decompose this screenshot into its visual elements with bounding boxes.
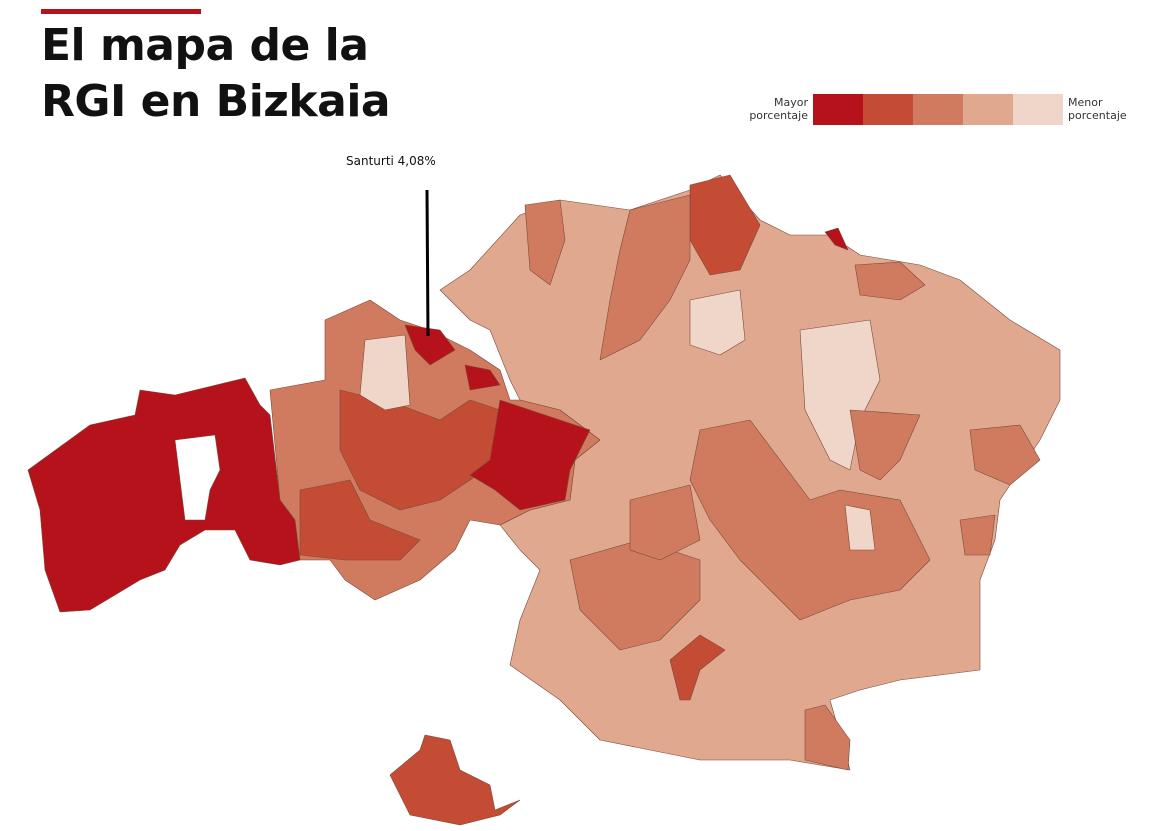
region — [389, 734, 521, 826]
region — [969, 424, 1041, 486]
legend-high: Mayor porcentaje — [740, 96, 808, 122]
region — [359, 334, 411, 411]
region — [689, 419, 931, 621]
region — [599, 194, 691, 361]
region — [824, 227, 849, 251]
region — [959, 514, 996, 556]
legend-low: Menor porcentaje — [1068, 96, 1127, 122]
region — [669, 634, 726, 701]
region — [629, 484, 701, 561]
legend-text: Menor — [1068, 96, 1103, 109]
title: El mapa de la RGI en Bizkaia — [41, 18, 391, 130]
region — [299, 479, 421, 561]
legend-text: porcentaje — [1068, 109, 1127, 122]
legend-swatch — [913, 94, 963, 125]
region — [844, 504, 876, 551]
legend-text: Mayor — [774, 96, 808, 109]
legend-swatch — [863, 94, 913, 125]
title-line: El mapa de la — [41, 20, 369, 71]
region — [854, 261, 926, 301]
legend-scale — [813, 94, 1063, 125]
legend-swatch — [963, 94, 1013, 125]
legend-text: porcentaje — [749, 109, 808, 122]
legend-swatch — [813, 94, 863, 125]
region — [799, 319, 881, 471]
region — [27, 377, 301, 613]
region — [174, 434, 221, 521]
annotation-leader — [425, 189, 430, 337]
region — [404, 324, 456, 366]
region — [804, 704, 851, 771]
annotation: Santurti 4,08% — [346, 154, 436, 168]
title-rule — [41, 9, 201, 14]
title-line: RGI en Bizkaia — [41, 76, 391, 127]
region — [464, 364, 501, 391]
legend-swatch — [1013, 94, 1063, 125]
region — [849, 409, 921, 481]
region — [524, 199, 566, 286]
region — [689, 289, 746, 356]
region — [469, 399, 591, 511]
